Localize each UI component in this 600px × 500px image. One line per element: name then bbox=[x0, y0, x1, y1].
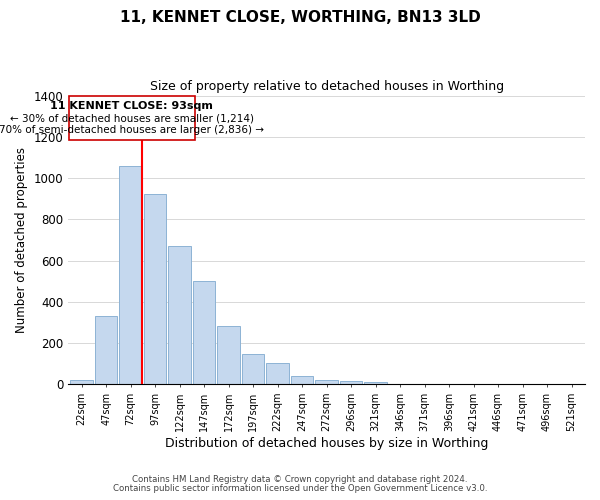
Bar bbox=[95, 316, 118, 384]
Text: Contains public sector information licensed under the Open Government Licence v3: Contains public sector information licen… bbox=[113, 484, 487, 493]
Bar bbox=[119, 166, 142, 384]
Bar bbox=[291, 376, 313, 384]
Text: Contains HM Land Registry data © Crown copyright and database right 2024.: Contains HM Land Registry data © Crown c… bbox=[132, 475, 468, 484]
Bar bbox=[169, 246, 191, 384]
Text: 70% of semi-detached houses are larger (2,836) →: 70% of semi-detached houses are larger (… bbox=[0, 124, 265, 134]
Bar bbox=[217, 326, 240, 384]
Text: ← 30% of detached houses are smaller (1,214): ← 30% of detached houses are smaller (1,… bbox=[10, 113, 254, 123]
Bar bbox=[144, 194, 166, 384]
Text: 11 KENNET CLOSE: 93sqm: 11 KENNET CLOSE: 93sqm bbox=[50, 100, 213, 110]
Bar bbox=[364, 382, 387, 384]
Bar bbox=[316, 380, 338, 384]
Title: Size of property relative to detached houses in Worthing: Size of property relative to detached ho… bbox=[149, 80, 503, 93]
X-axis label: Distribution of detached houses by size in Worthing: Distribution of detached houses by size … bbox=[165, 437, 488, 450]
Text: 11, KENNET CLOSE, WORTHING, BN13 3LD: 11, KENNET CLOSE, WORTHING, BN13 3LD bbox=[119, 10, 481, 25]
Bar bbox=[340, 380, 362, 384]
Bar bbox=[70, 380, 93, 384]
Bar bbox=[242, 354, 265, 384]
Bar bbox=[193, 281, 215, 384]
Y-axis label: Number of detached properties: Number of detached properties bbox=[15, 147, 28, 333]
Bar bbox=[266, 363, 289, 384]
